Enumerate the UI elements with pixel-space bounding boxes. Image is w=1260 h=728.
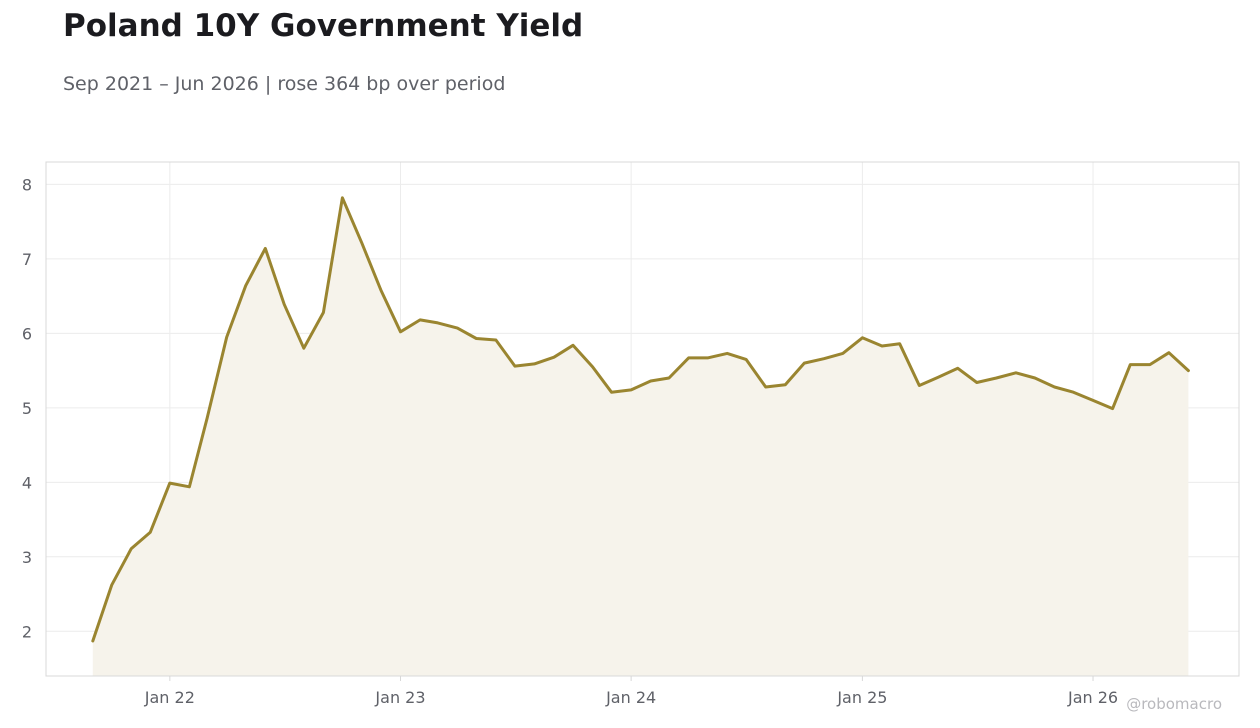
y-tick-label: 8 — [22, 175, 32, 194]
chart-title: Poland 10Y Government Yield — [63, 8, 584, 44]
plot-frame — [45, 161, 1240, 677]
series-line — [91, 196, 1190, 643]
x-tick-label: Jan 23 — [374, 688, 425, 707]
x-tick-label: Jan 22 — [144, 688, 195, 707]
area-fill — [92, 197, 1189, 677]
chart-subtitle: Sep 2021 – Jun 2026 | rose 364 bp over p… — [63, 73, 506, 95]
y-tick-label: 2 — [22, 622, 32, 641]
y-axis-ticks: 2 3 4 5 6 7 8 — [22, 175, 32, 641]
x-tick-label: Jan 26 — [1067, 688, 1118, 707]
y-tick-label: 5 — [22, 399, 32, 418]
watermark: @robomacro — [1126, 695, 1222, 713]
y-tick-label: 4 — [22, 473, 32, 492]
y-tick-label: 3 — [22, 548, 32, 567]
x-axis-ticks: Jan 22 Jan 23 Jan 24 Jan 25 Jan 26 — [144, 676, 1118, 707]
y-tick-label: 6 — [22, 324, 32, 343]
x-tick-label: Jan 25 — [836, 688, 887, 707]
y-tick-label: 7 — [22, 250, 32, 269]
x-tick-label: Jan 24 — [605, 688, 656, 707]
